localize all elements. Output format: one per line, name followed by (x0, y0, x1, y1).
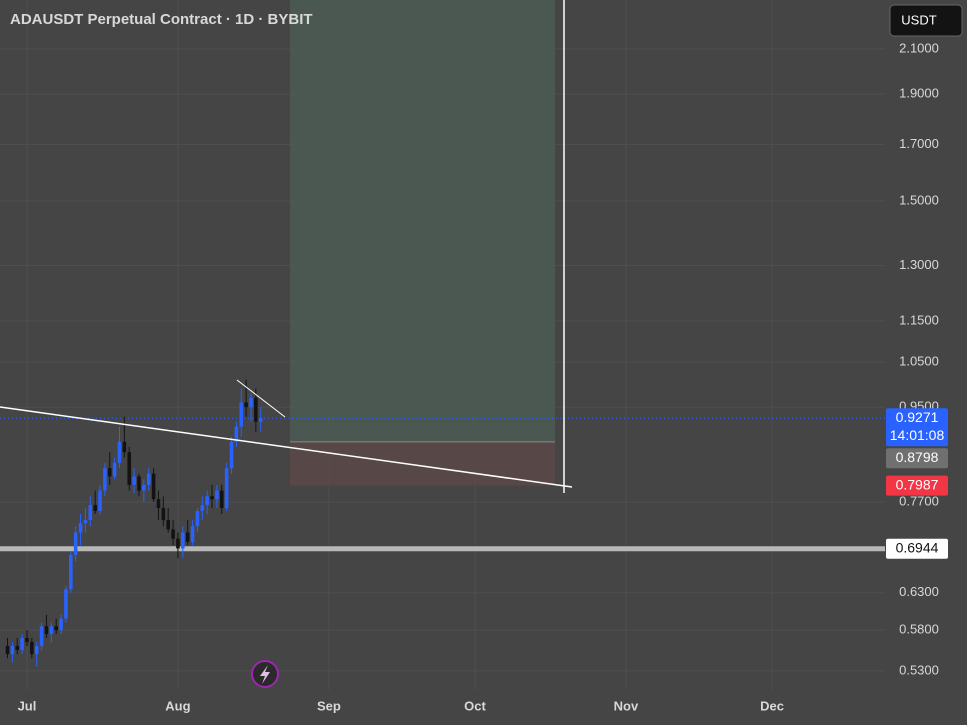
x-tick-label: Aug (165, 698, 190, 713)
candle-body (249, 397, 253, 408)
y-tick-label: 0.5800 (899, 622, 939, 637)
candle-body (244, 402, 248, 408)
entry-label-box (886, 448, 948, 469)
candle-body (103, 468, 107, 491)
x-tick-label: Jul (18, 698, 37, 713)
candle-body (5, 645, 10, 655)
last-price-label: 0.9271 (896, 409, 939, 425)
level-label-box (886, 538, 948, 559)
candle-body (176, 538, 180, 549)
candle-body (73, 532, 78, 555)
y-tick-label: 2.1000 (899, 40, 939, 55)
candle-body (49, 626, 54, 635)
candle-body (10, 645, 15, 655)
y-tick-label: 0.6300 (899, 584, 939, 599)
level-label: 0.6944 (896, 540, 939, 556)
wedge-line (236, 379, 286, 418)
currency-label: USDT (901, 12, 936, 27)
candle-body (59, 618, 63, 631)
candle-body (171, 529, 175, 539)
position-zone (290, 0, 555, 486)
price-axis: 0.53000.58000.63000.77000.95001.05001.15… (18, 40, 966, 713)
candle-body (142, 484, 146, 491)
candle-body (93, 505, 97, 512)
y-tick-label: 1.9000 (899, 86, 939, 101)
candle-body (181, 532, 185, 549)
target-zone (290, 0, 555, 442)
candle-body (117, 441, 122, 463)
candle-body (210, 496, 214, 500)
y-tick-label: 0.5300 (899, 662, 939, 677)
candle-body (25, 637, 29, 642)
candle-body (83, 520, 88, 524)
y-tick-label: 0.7700 (899, 494, 939, 509)
candle-body (44, 626, 49, 635)
levels (0, 417, 885, 552)
x-tick-label: Oct (464, 698, 486, 713)
candle-body (224, 468, 229, 509)
candle-body (20, 637, 24, 651)
trend-line (0, 406, 573, 488)
candle-body (112, 462, 117, 477)
candle-body (127, 452, 132, 485)
candle-body (195, 511, 200, 527)
candle-body (54, 626, 58, 631)
candle-body (30, 641, 34, 655)
candle-body (215, 490, 219, 500)
candle-body (185, 532, 190, 542)
candle-body (15, 645, 20, 651)
entry-label: 0.8798 (896, 449, 939, 465)
candle-body (122, 441, 127, 453)
y-tick-label: 1.3000 (899, 257, 939, 272)
candles (5, 379, 263, 667)
candle-body (234, 426, 239, 442)
candle-body (205, 496, 209, 506)
stop-label: 0.7987 (896, 476, 939, 492)
candle-body (69, 554, 73, 590)
candle-body (64, 589, 68, 619)
candle-body (137, 476, 141, 491)
x-tick-label: Dec (760, 698, 784, 713)
candle-body (156, 499, 161, 509)
countdown-label: 14:01:08 (890, 427, 945, 443)
lightning-glyph (260, 665, 270, 684)
y-tick-label: 1.7000 (899, 136, 939, 151)
y-tick-label: 1.5000 (899, 192, 939, 207)
candle-body (258, 418, 263, 422)
candle-body (88, 505, 93, 521)
candle-body (254, 397, 258, 422)
candle-body (239, 402, 244, 427)
candle-body (200, 505, 205, 512)
x-tick-label: Nov (614, 698, 639, 713)
currency-button[interactable] (889, 4, 963, 37)
stop-label-box (886, 475, 948, 496)
candle-body (161, 508, 166, 521)
candle-body (107, 468, 112, 477)
chart-title: ADAUSDT Perpetual Contract · 1D · BYBIT (10, 11, 313, 28)
x-tick-label: Sep (317, 698, 341, 713)
candle-body (146, 473, 151, 485)
candle-body (132, 476, 136, 485)
candle-body (166, 520, 170, 530)
candle-body (219, 490, 224, 509)
candle-body (39, 626, 44, 646)
candle-body (78, 523, 83, 533)
candle-body (151, 473, 156, 500)
candle-body (229, 441, 234, 469)
y-tick-label: 1.1500 (899, 312, 939, 327)
candle-body (34, 645, 39, 655)
candle-body (190, 526, 195, 542)
y-tick-label: 1.0500 (899, 353, 939, 368)
candle-body (98, 490, 102, 512)
last-price-label-box (886, 408, 948, 447)
